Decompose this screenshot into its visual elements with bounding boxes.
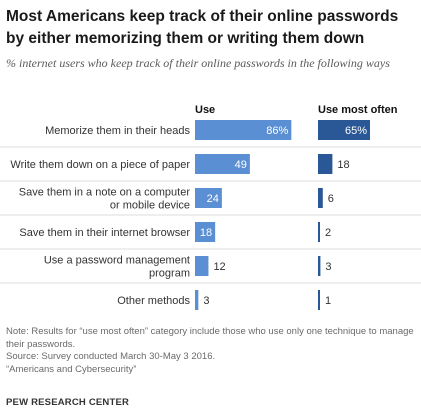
footnotes: Note: Results for “use most often” categ…	[6, 326, 418, 376]
bar-most-often	[318, 222, 320, 242]
series-header-use-most-often: Use most often	[318, 104, 398, 116]
data-label: 2	[325, 227, 331, 239]
chart-title: Most Americans keep track of their onlin…	[6, 8, 399, 47]
series-header-use: Use	[195, 104, 215, 116]
bar-use	[195, 154, 250, 174]
data-label: 3	[203, 295, 209, 307]
category-label: Save them in their internet browser	[19, 227, 190, 239]
category-label: program	[149, 268, 190, 280]
category-label: Memorize them in their heads	[45, 125, 190, 137]
category-label: Save them in a note on a computer	[19, 187, 191, 199]
data-label: 18	[200, 227, 212, 239]
category-label: or mobile device	[110, 200, 190, 212]
bar-use	[195, 188, 222, 208]
category-label: Use a password management	[44, 255, 190, 267]
chart-subtitle: % internet users who keep track of their…	[6, 56, 390, 70]
data-label: 24	[207, 193, 219, 205]
category-label: Other methods	[117, 295, 190, 307]
bar-most-often	[318, 120, 370, 140]
data-label: 1	[325, 295, 331, 307]
bar-chart: Use Use most often Memorize them in their …	[0, 104, 421, 310]
bar-most-often	[318, 290, 320, 310]
bar-use	[195, 290, 199, 310]
bar-most-often	[318, 188, 323, 208]
data-label: 65%	[345, 125, 367, 137]
category-label: Write them down on a piece of paper	[10, 159, 190, 171]
data-label: 18	[337, 159, 349, 171]
bar-most-often	[318, 256, 321, 276]
data-label: 3	[325, 261, 331, 273]
bar-use	[195, 120, 292, 140]
organization-credit: PEW RESEARCH CENTER	[6, 397, 130, 408]
note-text: Note: Results for “use most often” categ…	[6, 326, 414, 350]
data-label: 49	[235, 159, 247, 171]
bar-use	[195, 256, 209, 276]
source-text: Source: Survey conducted March 30-May 3 …	[6, 351, 216, 362]
bar-most-often	[318, 154, 333, 174]
data-label: 86%	[266, 125, 288, 137]
data-label: 12	[213, 261, 225, 273]
report-text: “Americans and Cybersecurity”	[6, 363, 137, 375]
bar-use	[195, 222, 216, 242]
data-label: 6	[328, 193, 334, 205]
